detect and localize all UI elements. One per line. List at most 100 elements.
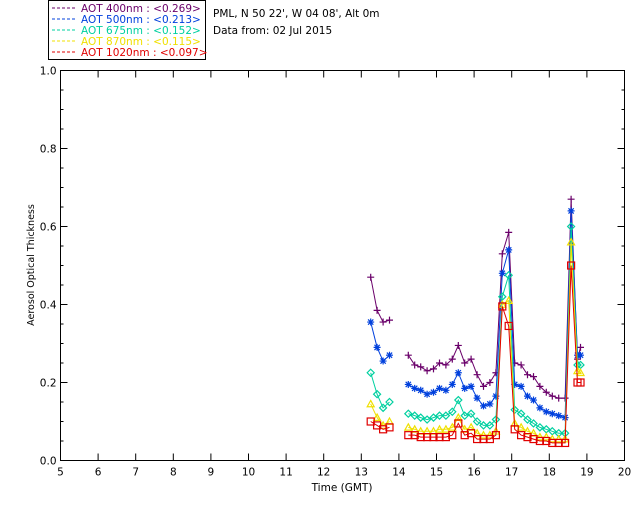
data-point bbox=[577, 343, 585, 351]
x-tick-label: 16 bbox=[467, 467, 481, 479]
data-point bbox=[422, 415, 432, 424]
data-point bbox=[473, 371, 481, 379]
data-point bbox=[461, 384, 469, 392]
data-point bbox=[523, 371, 531, 379]
legend-label: AOT 870nm : <0.115> bbox=[81, 36, 201, 48]
data-point bbox=[523, 415, 532, 424]
data-point bbox=[480, 402, 487, 410]
data-point bbox=[548, 410, 556, 418]
data-point bbox=[491, 431, 501, 440]
data-point bbox=[554, 438, 563, 448]
x-tick-label: 9 bbox=[208, 467, 215, 479]
data-point bbox=[561, 394, 569, 402]
series-line bbox=[408, 242, 581, 440]
data-point bbox=[479, 434, 488, 444]
data-point bbox=[423, 367, 431, 375]
plot-frame bbox=[60, 70, 625, 461]
data-point bbox=[492, 392, 500, 400]
data-point bbox=[486, 379, 494, 386]
data-point bbox=[511, 380, 519, 388]
data-point bbox=[385, 397, 394, 407]
data-point bbox=[460, 411, 470, 420]
data-point bbox=[498, 250, 506, 258]
axis-ticks: 5 6 7 8 9 10 11 12 13 14 15 16 17 18 19 20 0.0 0.2 0.4 0.6 0… bbox=[40, 66, 631, 479]
data-point bbox=[485, 421, 495, 430]
data-point bbox=[505, 228, 513, 236]
data-point bbox=[566, 237, 576, 246]
x-tick-label: 19 bbox=[580, 467, 593, 479]
x-tick-label: 7 bbox=[132, 467, 139, 479]
data-point bbox=[416, 433, 425, 442]
data-point bbox=[411, 361, 419, 369]
data-point bbox=[473, 394, 481, 402]
x-tick-label: 8 bbox=[170, 467, 177, 479]
data-point bbox=[529, 419, 538, 428]
data-point bbox=[434, 424, 445, 433]
data-point bbox=[447, 407, 457, 417]
series-line bbox=[370, 277, 390, 323]
data-point bbox=[417, 386, 425, 394]
series-3 bbox=[366, 222, 585, 438]
data-point bbox=[530, 396, 538, 404]
data-point bbox=[372, 389, 382, 399]
series-5 bbox=[366, 261, 585, 448]
data-point bbox=[535, 436, 545, 446]
data-point bbox=[530, 373, 538, 381]
series-line bbox=[370, 321, 390, 362]
data-point bbox=[441, 411, 451, 420]
data-point bbox=[436, 359, 444, 367]
data-point bbox=[485, 430, 495, 439]
data-point bbox=[403, 409, 413, 419]
data-point bbox=[555, 412, 563, 420]
data-point bbox=[367, 318, 375, 326]
data-point bbox=[473, 434, 482, 444]
data-point bbox=[448, 355, 456, 363]
data-point bbox=[423, 390, 431, 398]
data-point bbox=[378, 420, 388, 429]
data-point bbox=[417, 363, 425, 371]
y-tick-label: 0.4 bbox=[40, 300, 57, 312]
data-point bbox=[372, 412, 382, 421]
data-point bbox=[479, 421, 488, 430]
data-point bbox=[416, 413, 426, 422]
y-tick-label: 0.6 bbox=[40, 222, 57, 234]
x-tick-label: 18 bbox=[543, 467, 556, 479]
y-tick-label: 1.0 bbox=[40, 66, 57, 78]
data-point bbox=[429, 413, 438, 422]
x-tick-label: 17 bbox=[505, 467, 518, 479]
data-point bbox=[577, 351, 585, 359]
data-point bbox=[447, 422, 457, 431]
x-tick-label: 14 bbox=[392, 467, 406, 479]
data-point bbox=[373, 306, 381, 314]
x-tick-label: 6 bbox=[95, 467, 102, 479]
series-layer bbox=[366, 195, 586, 448]
y-tick-label: 0.8 bbox=[40, 144, 57, 156]
data-point bbox=[410, 411, 420, 420]
x-tick-label: 5 bbox=[57, 467, 64, 479]
y-tick-label: 0.0 bbox=[40, 456, 57, 468]
data-point bbox=[404, 380, 412, 388]
data-point bbox=[576, 378, 585, 387]
data-point bbox=[548, 392, 556, 400]
data-point bbox=[467, 355, 475, 363]
data-point bbox=[453, 395, 463, 405]
x-axis-title: Time (GMT) bbox=[311, 482, 373, 494]
data-point bbox=[542, 388, 550, 396]
data-point bbox=[548, 438, 557, 448]
data-point bbox=[504, 295, 514, 304]
data-point bbox=[454, 369, 462, 377]
data-point bbox=[385, 423, 394, 432]
data-point bbox=[379, 318, 387, 326]
x-tick-label: 12 bbox=[317, 467, 330, 479]
data-point bbox=[461, 359, 469, 367]
data-point bbox=[466, 409, 476, 419]
data-point bbox=[403, 422, 413, 431]
x-tick-label: 10 bbox=[242, 467, 255, 479]
data-point bbox=[535, 423, 545, 432]
data-point bbox=[379, 425, 388, 434]
data-point bbox=[367, 273, 375, 281]
data-point bbox=[516, 422, 526, 431]
data-point bbox=[567, 195, 575, 203]
data-point bbox=[410, 431, 419, 440]
data-point bbox=[517, 382, 525, 390]
